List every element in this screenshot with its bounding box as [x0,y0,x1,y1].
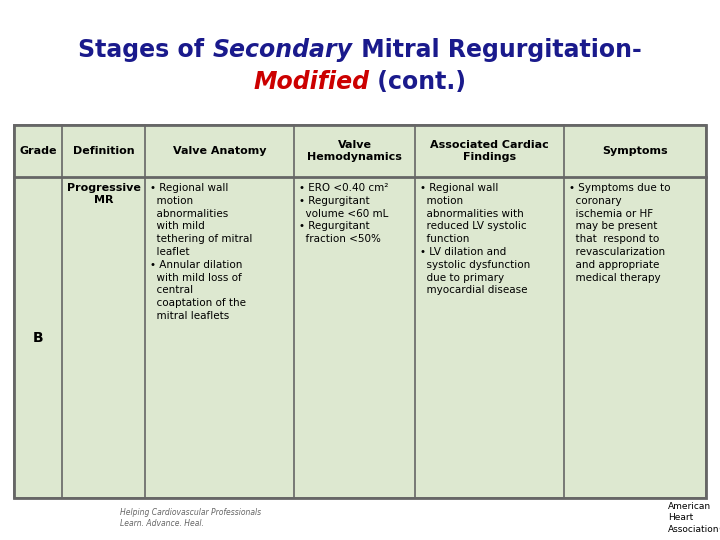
Text: Secondary: Secondary [213,38,353,62]
Text: Modified: Modified [253,70,369,94]
Bar [14,125,706,498]
Text: • ERO <0.40 cm²
• Regurgitant
  volume <60 mL
• Regurgitant
  fraction <50%: • ERO <0.40 cm² • Regurgitant volume <60… [300,183,389,244]
Text: Definition: Definition [73,146,135,156]
Text: Progressive
MR: Progressive MR [67,183,141,205]
Text: Helping Cardiovascular Professionals
Learn. Advance. Heal.: Helping Cardiovascular Professionals Lea… [120,508,261,529]
Text: • Symptoms due to
  coronary
  ischemia or HF
  may be present
  that  respond t: • Symptoms due to coronary ischemia or H… [569,183,670,282]
Text: Stages of: Stages of [78,38,213,62]
Text: (cont.): (cont.) [369,70,467,94]
Text: • Regional wall
  motion
  abnormalities with
  reduced LV systolic
  function
•: • Regional wall motion abnormalities wit… [420,183,531,295]
Text: • Regional wall
  motion
  abnormalities
  with mild
  tethering of mitral
  lea: • Regional wall motion abnormalities wit… [150,183,253,321]
Bar [14,125,706,498]
Text: Mitral Regurgitation-: Mitral Regurgitation- [353,38,642,62]
Text: Symptoms: Symptoms [602,146,668,156]
Text: Grade: Grade [19,146,57,156]
Text: B: B [33,330,43,345]
Text: Associated Cardiac
Findings: Associated Cardiac Findings [431,140,549,162]
Text: Valve Anatomy: Valve Anatomy [173,146,266,156]
Text: American
Heart
Association®: American Heart Association® [668,502,720,534]
Text: Valve
Hemodynamics: Valve Hemodynamics [307,140,402,162]
